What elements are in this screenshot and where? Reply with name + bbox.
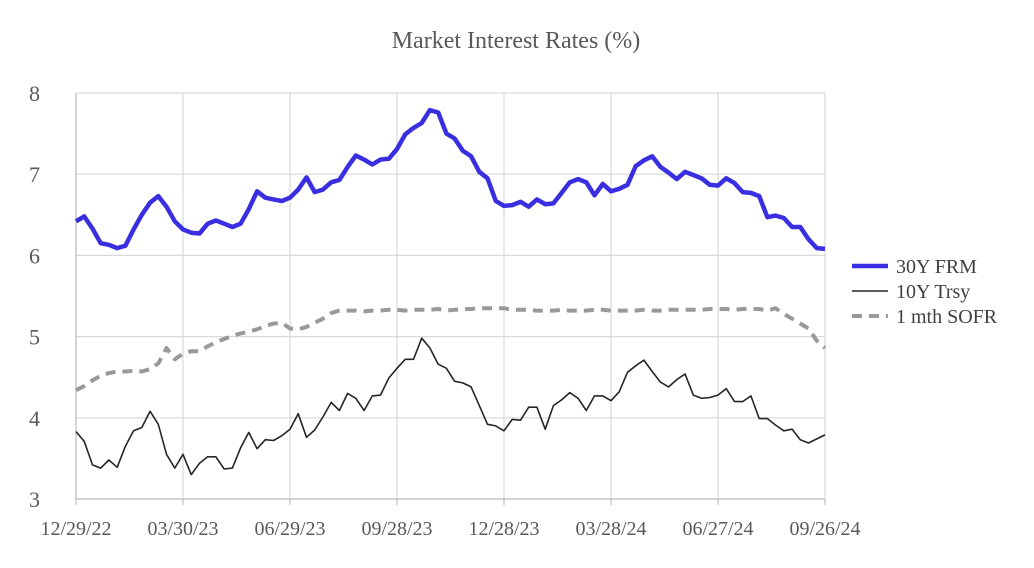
x-tick-label: 06/29/23 (254, 518, 325, 540)
x-tick-label: 09/28/23 (361, 518, 432, 540)
y-tick-label: 4 (29, 406, 40, 431)
y-tick-label: 5 (29, 325, 40, 350)
legend-label: 10Y Trsy (896, 281, 970, 303)
y-tick-label: 7 (29, 162, 40, 187)
legend-label: 1 mth SOFR (896, 306, 998, 328)
series-lines (74, 107, 827, 476)
series-line-1-mth-sofr (75, 306, 827, 392)
axes: 3 4 5 6 7 8 12/29/22 03/30/23 06/29/23 09/28/23 12… (29, 81, 861, 540)
y-tick-label: 8 (29, 81, 40, 106)
x-tick-label: 12/29/22 (40, 518, 111, 540)
series-line-10y-trsy (75, 337, 826, 476)
x-tick-label: 09/26/24 (789, 518, 860, 540)
legend: 30Y FRM 10Y Trsy 1 mth SOFR (852, 256, 998, 328)
x-tick-label: 06/27/24 (682, 518, 753, 540)
x-tick-label: 12/28/23 (468, 518, 539, 540)
y-tick-label: 6 (29, 243, 40, 268)
gridlines (75, 92, 826, 500)
chart-title: Market Interest Rates (%) (392, 28, 641, 54)
legend-label: 30Y FRM (896, 256, 977, 278)
x-tick-label: 03/30/23 (147, 518, 218, 540)
x-tick-label: 03/28/24 (575, 518, 646, 540)
y-tick-label: 3 (29, 487, 40, 512)
series-line-30y-frm (74, 107, 826, 252)
